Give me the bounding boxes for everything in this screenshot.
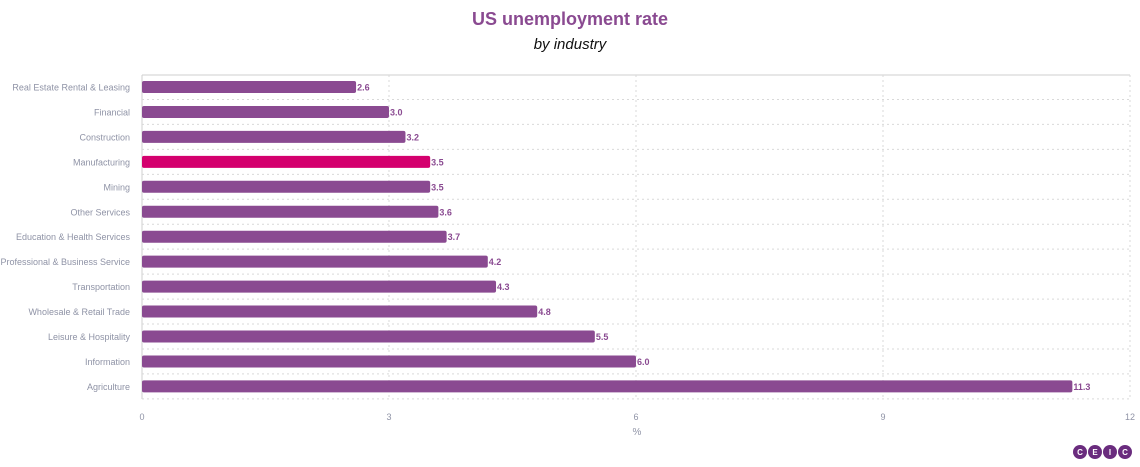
value-label: 3.5 (431, 157, 444, 167)
bar (142, 255, 488, 268)
x-tick-label: 3 (386, 412, 391, 422)
x-axis-label: % (633, 427, 642, 438)
value-label: 3.7 (448, 232, 461, 242)
category-label: Wholesale & Retail Trade (28, 307, 130, 317)
bar (142, 380, 1073, 393)
category-label: Education & Health Services (16, 232, 131, 242)
value-label: 4.8 (538, 307, 551, 317)
x-tick-label: 0 (139, 412, 144, 422)
category-label: Financial (94, 107, 130, 117)
value-label: 6.0 (637, 357, 650, 367)
logo-letter: E (1088, 445, 1102, 459)
chart-title: US unemployment rate (471, 9, 669, 29)
value-labels: 2.6 3.0 3.2 3.5 3.5 3.6 3.7 4.2 4.3 4.8 5.5 6.0 11.3 (357, 83, 1090, 392)
category-label: Real Estate Rental & Leasing (12, 83, 130, 93)
category-label: Construction (79, 132, 130, 142)
x-tick-labels: 0 3 6 9 12 (139, 412, 1135, 422)
bar (142, 130, 406, 143)
logo-letter: C (1073, 445, 1087, 459)
bar (142, 205, 439, 218)
category-label: Other Services (70, 207, 130, 217)
value-label: 3.2 (406, 132, 419, 142)
category-label: Mining (103, 182, 130, 192)
category-label: Transportation (72, 282, 130, 292)
x-tick-label: 6 (633, 412, 638, 422)
value-label: 4.2 (489, 257, 502, 267)
category-label: Manufacturing (73, 157, 130, 167)
logo-letter: C (1118, 445, 1132, 459)
category-label: Information (85, 357, 130, 367)
bar (142, 180, 431, 193)
bar (142, 81, 357, 93)
bar (142, 155, 431, 168)
value-label: 5.5 (596, 332, 609, 342)
category-label: Professional & Business Service (0, 257, 130, 267)
bar (142, 280, 497, 293)
bar (142, 330, 595, 343)
value-label: 3.0 (390, 107, 403, 117)
value-label: 4.3 (497, 282, 510, 292)
category-labels: Real Estate Rental & Leasing Financial Con… (0, 83, 130, 392)
chart-subtitle: by industry (533, 36, 607, 53)
value-label: 11.3 (1073, 382, 1090, 392)
category-label: Leisure & Hospitality (48, 332, 131, 342)
bar (142, 305, 538, 318)
value-label: 2.6 (357, 83, 370, 93)
logo-letter: I (1103, 445, 1117, 459)
bar (142, 355, 636, 368)
value-label: 3.5 (431, 182, 444, 192)
x-tick-label: 9 (880, 412, 885, 422)
x-tick-label: 12 (1125, 412, 1135, 422)
category-label: Agriculture (87, 382, 130, 392)
bar (142, 105, 389, 118)
bars (142, 81, 1073, 393)
value-label: 3.6 (439, 207, 452, 217)
bar (142, 230, 447, 243)
